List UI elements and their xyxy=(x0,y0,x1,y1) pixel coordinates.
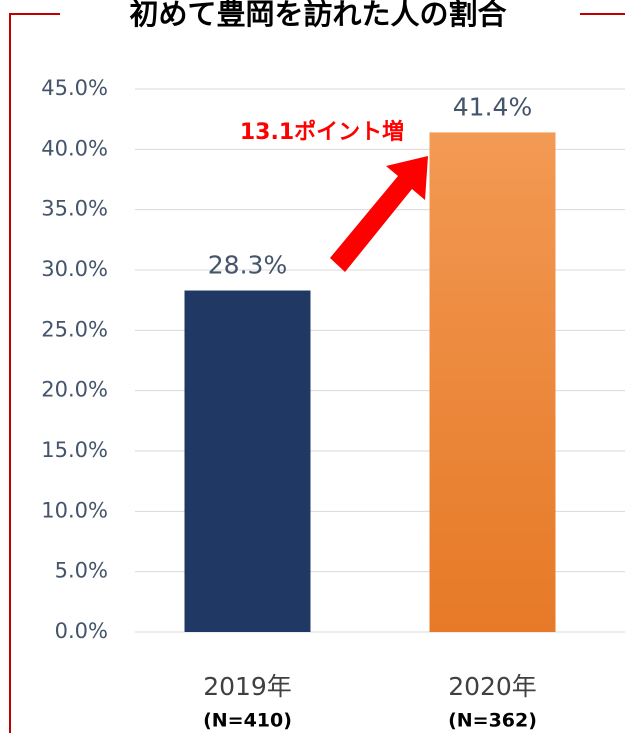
x-tick-note: (N=362) xyxy=(448,710,537,732)
frame xyxy=(9,13,625,733)
y-tick-label: 5.0% xyxy=(55,559,108,583)
x-tick-label: 2019年 xyxy=(203,672,292,701)
y-tick-label: 0.0% xyxy=(55,619,108,643)
x-tick-note: (N=410) xyxy=(203,710,292,732)
annotation: 13.1ポイント増 xyxy=(240,119,404,145)
y-tick-label: 10.0% xyxy=(41,498,108,522)
y-tick-label: 40.0% xyxy=(41,136,108,160)
arrow xyxy=(330,156,428,272)
value-label: 28.3% xyxy=(208,251,287,280)
y-tick-label: 20.0% xyxy=(41,378,108,402)
value-label: 41.4% xyxy=(453,92,532,121)
y-tick-label: 15.0% xyxy=(41,438,108,462)
chart-title: 初めて豊岡を訪れた人の割合 xyxy=(129,0,506,31)
y-tick-label: 35.0% xyxy=(41,197,108,221)
bar-shade xyxy=(429,132,556,632)
x-tick-label: 2020年 xyxy=(448,672,537,701)
y-tick-label: 30.0% xyxy=(41,257,108,281)
bar xyxy=(184,290,311,632)
y-tick-label: 25.0% xyxy=(41,317,108,341)
y-tick-label: 45.0% xyxy=(41,76,108,100)
